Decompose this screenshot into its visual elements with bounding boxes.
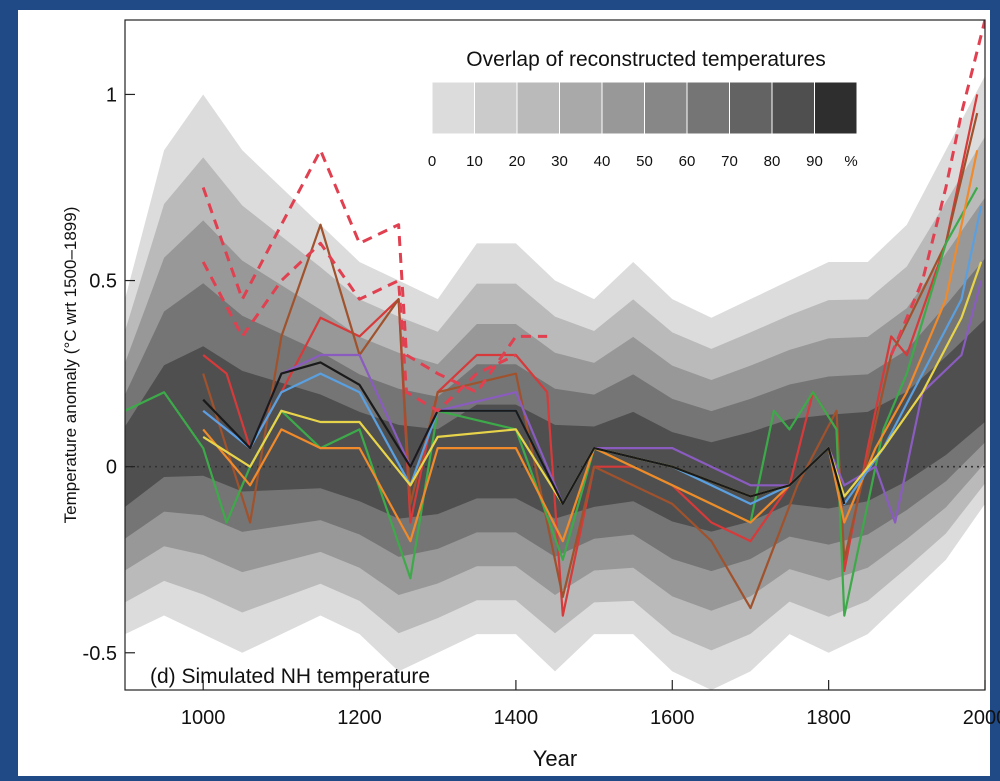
- legend-label-6: 60: [679, 153, 696, 170]
- legend-title: Overlap of reconstructed temperatures: [466, 48, 826, 71]
- y-tick-label-3: 1: [106, 84, 117, 106]
- legend-swatch-6: [686, 81, 730, 135]
- legend-swatch-4: [601, 81, 645, 135]
- legend-label-10: %: [844, 153, 857, 170]
- legend-label-8: 80: [764, 153, 781, 170]
- series-line-4: [202, 280, 983, 524]
- x-tick-label-2: 1400: [494, 707, 539, 729]
- series-line-8: [201, 148, 548, 394]
- legend-swatch-8: [771, 81, 815, 135]
- legend-swatch-7: [729, 81, 773, 135]
- legend-label-7: 70: [721, 153, 738, 170]
- legend-label-4: 40: [594, 153, 611, 170]
- series-line-7: [202, 361, 846, 505]
- panel-label: (d) Simulated NH temperature: [150, 665, 430, 688]
- legend-label-9: 90: [806, 153, 823, 170]
- legend-swatch-5: [644, 81, 688, 135]
- legend-label-1: 10: [466, 153, 483, 170]
- series-line-1: [202, 112, 979, 610]
- series-line-9: [201, 241, 517, 413]
- legend-swatch-1: [474, 81, 518, 135]
- y-tick-label-1: 0: [106, 457, 117, 479]
- x-tick-label-0: 1000: [181, 707, 226, 729]
- legend-swatch-9: [814, 81, 858, 135]
- x-axis-label: Year: [533, 746, 577, 771]
- legend-label-3: 30: [551, 153, 568, 170]
- legend-label-5: 50: [636, 153, 653, 170]
- x-tick-label-3: 1600: [650, 707, 695, 729]
- y-axis-label: Temperature anomaly (°C wrt 1500–1899): [61, 207, 80, 524]
- legend-swatch-3: [559, 81, 603, 135]
- y-tick-label-0: -0.5: [83, 643, 117, 665]
- legend-label-2: 20: [509, 153, 526, 170]
- x-tick-label-4: 1800: [806, 707, 851, 729]
- x-tick-label-5: 2000: [963, 707, 1000, 729]
- series-line-3: [202, 150, 979, 543]
- x-tick-label-1: 1200: [337, 707, 382, 729]
- overlap-band-4: [125, 319, 985, 532]
- legend-label-0: 0: [428, 153, 436, 170]
- legend-swatch-0: [431, 81, 475, 135]
- legend-swatch-2: [516, 81, 560, 135]
- series-line-10: [889, 20, 985, 356]
- plot-frame: [124, 19, 986, 691]
- y-tick-label-2: 0.5: [89, 271, 117, 293]
